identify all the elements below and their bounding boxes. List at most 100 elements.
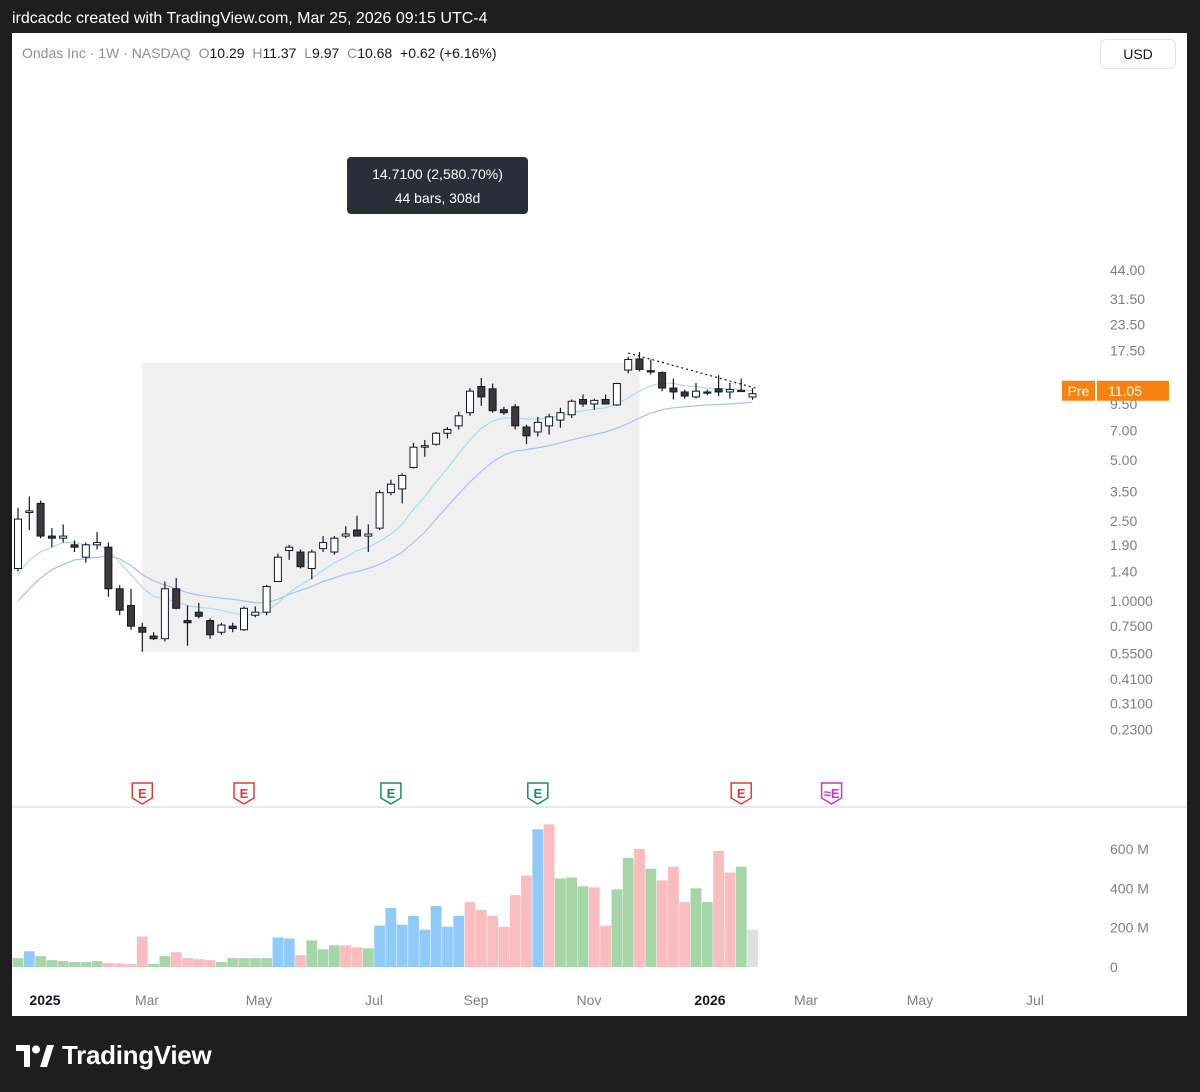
candle-body [307, 551, 316, 569]
volume-layer [12, 824, 758, 967]
candle-body [81, 544, 90, 558]
earnings-label: E [737, 786, 746, 801]
candle-body [375, 492, 384, 529]
earnings-label: E [533, 786, 542, 801]
candle [579, 394, 587, 407]
volume-bar [555, 878, 566, 967]
candle [127, 588, 135, 630]
change-value: +0.62 (+6.16%) [400, 45, 497, 61]
candle [251, 606, 260, 618]
volume-bar [668, 866, 679, 967]
candle [601, 394, 610, 405]
volume-bar [735, 866, 747, 967]
volume-bar [46, 960, 58, 967]
time-tick-label: Nov [577, 992, 602, 1008]
time-tick-label: May [246, 992, 272, 1008]
price-tick-label: 3.50 [1110, 483, 1137, 499]
candle-body [353, 529, 361, 537]
volume-bar [148, 964, 159, 967]
candle-body [206, 620, 215, 636]
time-tick-label: Sep [464, 992, 489, 1008]
candle-body [488, 388, 497, 412]
volume-tick-label: 0 [1110, 959, 1118, 975]
earnings-marker[interactable]: ≈E [820, 782, 843, 805]
currency-button[interactable]: USD [1100, 39, 1176, 69]
earnings-markers-layer[interactable]: E E E E E ≈E [131, 782, 843, 805]
candle-body [567, 400, 576, 416]
candle [364, 524, 373, 553]
volume-bar [12, 958, 24, 967]
volume-bar [170, 952, 182, 967]
candle-body [36, 502, 45, 537]
tradingview-logo-icon [16, 1044, 54, 1067]
candle-body [669, 387, 678, 393]
volume-bar [69, 962, 80, 967]
candle-body [341, 533, 350, 537]
candle [714, 375, 723, 397]
candle-body [454, 415, 463, 427]
earnings-marker[interactable]: E [527, 782, 549, 805]
candle [635, 352, 644, 372]
candle-body [590, 399, 599, 405]
symbol-title[interactable]: Ondas Inc · 1W · NASDAQ [22, 45, 191, 61]
measure-tooltip-line1: 14.7100 (2,580.70%) [372, 166, 503, 182]
candle [488, 383, 497, 413]
candle [160, 581, 169, 642]
candle-body [127, 604, 135, 627]
open-value: 10.29 [209, 45, 245, 61]
candle-body [466, 390, 474, 414]
candle [375, 490, 384, 531]
time-tick-label: 2026 [694, 992, 725, 1008]
candle-body [579, 399, 587, 405]
candle [138, 622, 147, 652]
volume-bar [295, 955, 306, 967]
volume-tick-label: 600 M [1110, 841, 1149, 857]
candle [217, 622, 226, 635]
earnings-marker[interactable]: E [380, 782, 402, 805]
candle-body [319, 542, 328, 550]
price-tick-label: 0.7500 [1110, 618, 1153, 634]
candles-layer [14, 352, 757, 652]
chart-panel[interactable]: 44.00 31.50 23.50 17.50 9.50 7.00 5.00 3.50 2.50… [12, 33, 1187, 1016]
candle [14, 507, 22, 572]
high-value: 11.37 [262, 45, 297, 61]
volume-bar [306, 940, 318, 967]
candle [341, 526, 350, 539]
tradingview-logo[interactable]: TradingView [16, 1040, 212, 1071]
candle [262, 585, 271, 616]
volume-bar [453, 915, 465, 967]
candle [477, 377, 486, 406]
volume-bar [114, 963, 126, 967]
volume-bar [566, 877, 578, 967]
candle-body [59, 535, 68, 539]
candle [307, 549, 316, 580]
candle [353, 515, 361, 537]
candle [454, 411, 463, 430]
candle [680, 389, 689, 399]
candle [420, 439, 429, 457]
candle-body [330, 537, 339, 553]
candle [206, 618, 215, 639]
candle-body [658, 372, 667, 389]
candle [499, 406, 508, 415]
candle [725, 382, 734, 399]
candle [25, 496, 34, 531]
candle-body [635, 358, 644, 370]
measure-region-layer [142, 362, 640, 652]
volume-bar [362, 948, 374, 967]
time-axis[interactable]: 2025 Mar May Jul Sep Nov 2026 Mar May Jul [29, 992, 1044, 1008]
volume-bar [125, 964, 137, 967]
volume-bar [136, 936, 148, 967]
price-tick-label: 0.4100 [1110, 671, 1153, 687]
volume-bar [724, 872, 736, 967]
earnings-marker[interactable]: E [131, 782, 154, 805]
earnings-marker[interactable]: E [730, 782, 752, 805]
price-axis[interactable]: 44.0031.5023.5017.509.507.005.003.502.50… [1110, 262, 1153, 738]
pre-market-price: 11.05 [1108, 383, 1142, 399]
candle-body [692, 390, 700, 398]
candle-body [545, 416, 554, 427]
candle-body [601, 399, 610, 405]
candle [612, 382, 621, 406]
earnings-marker[interactable]: E [233, 782, 255, 805]
price-chart[interactable]: 44.0031.5023.5017.509.507.005.003.502.50… [12, 33, 1187, 1016]
